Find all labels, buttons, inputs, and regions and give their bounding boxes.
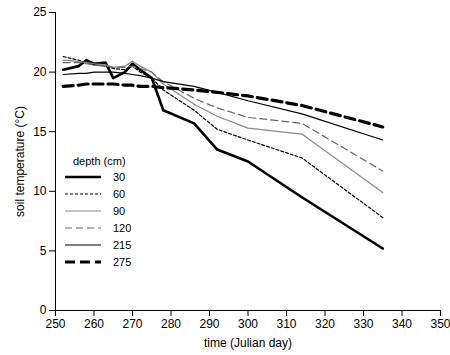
svg-text:0: 0 [40, 303, 47, 317]
svg-text:depth (cm): depth (cm) [73, 155, 126, 167]
svg-text:280: 280 [161, 317, 181, 331]
svg-text:120: 120 [113, 222, 131, 234]
svg-text:330: 330 [353, 317, 373, 331]
svg-text:290: 290 [199, 317, 219, 331]
svg-text:250: 250 [45, 317, 65, 331]
svg-text:soil temperature (°C): soil temperature (°C) [13, 106, 27, 217]
svg-text:215: 215 [113, 239, 131, 251]
svg-text:15: 15 [33, 125, 47, 139]
svg-text:20: 20 [33, 65, 47, 79]
svg-text:350: 350 [430, 317, 450, 331]
svg-text:10: 10 [33, 184, 47, 198]
svg-text:25: 25 [33, 5, 47, 19]
svg-text:320: 320 [315, 317, 335, 331]
svg-text:310: 310 [276, 317, 296, 331]
svg-text:275: 275 [113, 256, 131, 268]
svg-text:5: 5 [40, 244, 47, 258]
svg-text:340: 340 [392, 317, 412, 331]
svg-text:260: 260 [84, 317, 104, 331]
svg-text:60: 60 [113, 188, 125, 200]
svg-text:300: 300 [238, 317, 258, 331]
svg-text:270: 270 [122, 317, 142, 331]
svg-text:time (Julian day): time (Julian day) [204, 336, 292, 350]
svg-text:30: 30 [113, 171, 125, 183]
svg-text:90: 90 [113, 205, 125, 217]
